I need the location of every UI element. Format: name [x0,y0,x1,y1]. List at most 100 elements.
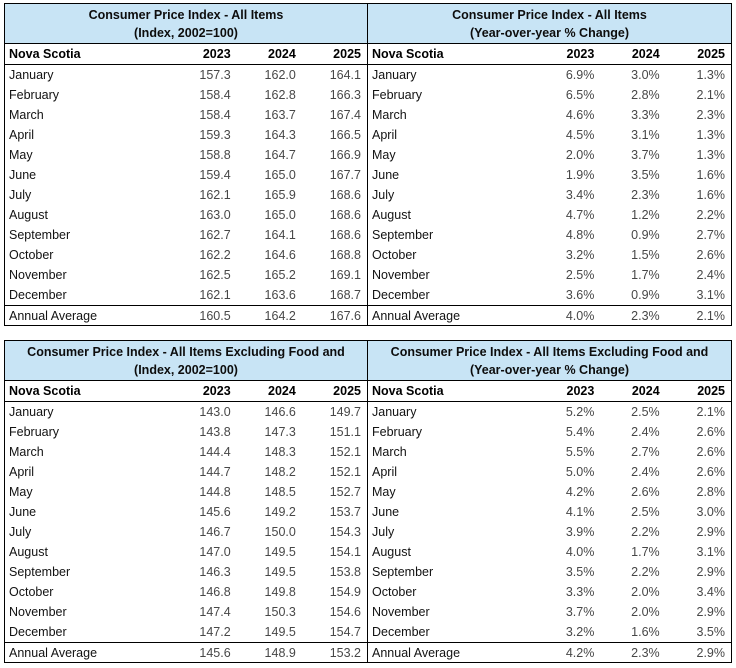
value-cell: 1.9% [565,168,595,182]
month-row: June 1.9% 3.5% 1.6% [368,165,731,185]
value-cell: 3.3% [631,108,660,122]
value-cell: 4.8% [565,228,595,242]
month-row: October 146.8 149.8 154.9 [5,582,367,602]
month-label: January [9,68,54,82]
value-cell: 3.4% [565,188,595,202]
table-title-line2: (Index, 2002=100) [134,26,238,40]
annual-average-label: Annual Average [372,645,461,660]
value-cell: 5.5% [565,445,595,459]
annual-average-value: 2.3% [631,645,660,660]
year-column-header: 2024 [631,384,660,398]
value-cell: 2.2% [696,208,726,222]
month-row: November 162.5 165.2 169.1 [5,265,367,285]
month-row: June 159.4 165.0 167.7 [5,165,367,185]
month-label: August [9,208,48,222]
month-row: July 3.4% 2.3% 1.6% [368,185,731,205]
month-label: February [372,425,423,439]
bottom-table-pair: Consumer Price Index - All Items Excludi… [4,340,732,663]
value-cell: 162.8 [264,88,296,102]
value-cell: 2.9% [696,565,726,579]
month-row: May 4.2% 2.6% 2.8% [368,482,731,502]
value-cell: 2.6% [696,425,726,439]
value-cell: 2.8% [696,485,726,499]
month-label: March [9,108,44,122]
value-cell: 2.0% [565,148,595,162]
annual-average-row: Annual Average 4.0% 2.3% 2.1% [368,305,731,325]
month-label: July [9,525,32,539]
year-column-header: 2023 [566,384,595,398]
value-cell: 3.9% [565,525,595,539]
month-label: October [9,585,54,599]
annual-average-value: 2.1% [696,308,726,323]
value-cell: 6.9% [565,68,595,82]
month-row: August 4.0% 1.7% 3.1% [368,542,731,562]
value-cell: 162.7 [199,228,231,242]
month-label: July [372,525,395,539]
value-cell: 162.5 [199,268,231,282]
month-label: December [372,288,430,302]
value-cell: 168.6 [329,188,361,202]
month-label: July [372,188,395,202]
month-label: May [372,148,396,162]
value-cell: 2.5% [631,405,660,419]
year-column-header: 2023 [202,47,231,61]
value-cell: 2.2% [631,565,660,579]
value-cell: 1.6% [696,188,726,202]
month-row: March 5.5% 2.7% 2.6% [368,442,731,462]
value-cell: 164.3 [264,128,296,142]
value-cell: 4.0% [565,545,595,559]
value-cell: 149.2 [264,505,296,519]
value-cell: 154.3 [329,525,361,539]
year-column-header: 2024 [268,47,296,61]
month-row: October 162.2 164.6 168.8 [5,245,367,265]
value-cell: 4.7% [565,208,595,222]
month-label: June [9,168,37,182]
month-row: July 146.7 150.0 154.3 [5,522,367,542]
table-title-line1: Consumer Price Index - All Items [88,8,284,22]
value-cell: 2.2% [631,525,660,539]
month-label: March [372,108,407,122]
annual-average-value: 2.3% [631,308,660,323]
value-cell: 148.3 [264,445,296,459]
month-label: June [372,505,400,519]
year-column-header: 2025 [697,384,725,398]
table-title-line1: Consumer Price Index - All Items Excludi… [390,345,709,359]
month-row: November 3.7% 2.0% 2.9% [368,602,731,622]
value-cell: 168.7 [329,288,361,302]
year-column-header: 2025 [333,47,361,61]
value-cell: 165.2 [264,268,296,282]
value-cell: 147.2 [199,625,231,639]
value-cell: 149.5 [264,545,296,559]
month-row: June 4.1% 2.5% 3.0% [368,502,731,522]
value-cell: 152.1 [329,465,361,479]
value-cell: 167.7 [329,168,361,182]
month-label: November [372,268,430,282]
month-row: September 4.8% 0.9% 2.7% [368,225,731,245]
month-row: January 6.9% 3.0% 1.3% [368,65,731,85]
month-row: October 3.3% 2.0% 3.4% [368,582,731,602]
value-cell: 163.6 [264,288,296,302]
column-header-row: Nova Scotia 2023 2024 2025 [368,44,731,65]
table-body: January 143.0 146.6 149.7 February 143.8 147.3… [5,402,367,642]
value-cell: 166.5 [329,128,361,142]
top-table-pair: Consumer Price Index - All Items (Index,… [4,3,732,326]
table-all-items-index: Consumer Price Index - All Items (Index,… [4,3,368,326]
month-row: May 144.8 148.5 152.7 [5,482,367,502]
table-title: Consumer Price Index - All Items Excludi… [368,341,731,381]
month-label: November [9,268,67,282]
value-cell: 1.3% [696,128,726,142]
value-cell: 149.8 [264,585,296,599]
annual-average-value: 153.2 [329,645,361,660]
value-cell: 151.1 [329,425,361,439]
month-row: December 162.1 163.6 168.7 [5,285,367,305]
value-cell: 158.4 [199,88,231,102]
month-label: November [9,605,67,619]
value-cell: 162.1 [199,188,231,202]
month-row: January 143.0 146.6 149.7 [5,402,367,422]
month-label: February [9,88,60,102]
value-cell: 2.3% [631,188,660,202]
value-cell: 152.1 [329,445,361,459]
value-cell: 147.3 [264,425,296,439]
value-cell: 168.8 [329,248,361,262]
value-cell: 5.0% [565,465,595,479]
